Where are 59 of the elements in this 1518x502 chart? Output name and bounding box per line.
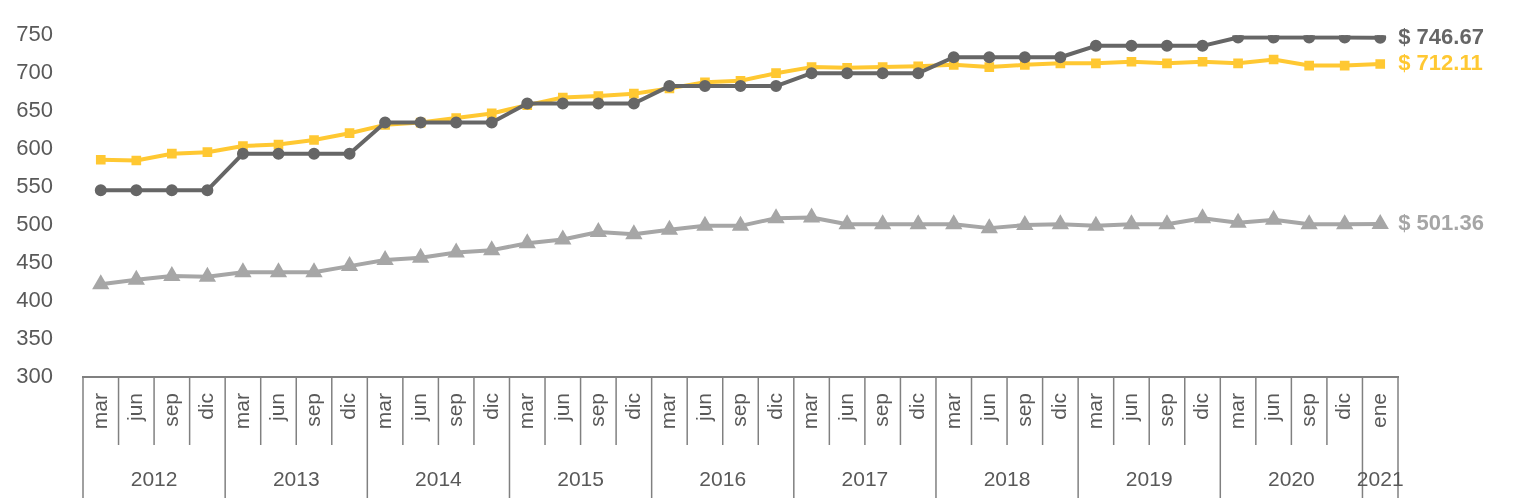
- text: 2012: [130, 466, 178, 490]
- x-tick-label: jun: [265, 393, 289, 423]
- x-tick-label: sep: [869, 393, 893, 427]
- x-tick-label: mar: [656, 393, 680, 430]
- x-tick-label: mar: [87, 393, 111, 430]
- x-tick-label: sep: [300, 393, 324, 427]
- x-tick-label: jun: [1118, 393, 1142, 423]
- x-tick-label: jun: [407, 393, 431, 423]
- text: 2018: [983, 466, 1031, 490]
- x-tick-label: sep: [585, 393, 609, 427]
- x-tick-label: dic: [1189, 393, 1213, 420]
- x-tick-label: mar: [1224, 393, 1248, 430]
- text: 2019: [1125, 466, 1173, 490]
- x-tick-label: dic: [1331, 393, 1355, 420]
- text: 2020: [1268, 466, 1315, 490]
- y-tick-label: 500: [16, 211, 53, 237]
- x-tick-label: jun: [1260, 393, 1284, 423]
- y-tick-label: 400: [16, 287, 53, 313]
- data-label: $ 712.11: [1398, 50, 1483, 76]
- x-tick-label: dic: [620, 393, 644, 420]
- data-label: $ 746.67: [1398, 23, 1484, 49]
- y-tick-label: 550: [16, 173, 53, 199]
- y-tick-label: 350: [16, 325, 53, 351]
- y-tick-label: 450: [16, 249, 53, 275]
- x-tick-label: sep: [158, 393, 182, 427]
- x-tick-label: jun: [833, 393, 857, 423]
- data-label: $ 501.36: [1398, 210, 1484, 236]
- x-tick-label: sep: [1011, 393, 1035, 427]
- x-tick-label: dic: [905, 393, 928, 420]
- x-tick-label: dic: [336, 393, 360, 420]
- x-tick-label: mar: [1082, 393, 1106, 430]
- x-tick-label: sep: [1153, 393, 1177, 427]
- x-tick-label: sep: [442, 393, 466, 427]
- y-tick-label: 700: [16, 59, 53, 85]
- text: 2014: [415, 466, 463, 490]
- y-tick-label: 600: [16, 135, 53, 161]
- x-tick-label: mar: [798, 393, 822, 430]
- x-tick-label: jun: [123, 393, 147, 423]
- x-tick-label: sep: [727, 393, 751, 427]
- x-tick-label: dic: [478, 393, 502, 420]
- x-tick-label: dic: [762, 393, 786, 420]
- x-tick-label: jun: [549, 393, 573, 423]
- text: 2013: [272, 466, 320, 490]
- y-tick-label: 300: [16, 363, 53, 389]
- x-tick-label: mar: [229, 393, 253, 430]
- x-tick-label: sep: [1295, 393, 1319, 427]
- text: 2016: [699, 466, 747, 490]
- text: 2017: [841, 466, 889, 490]
- text: 2015: [557, 466, 604, 490]
- x-tick-label: mar: [514, 393, 538, 430]
- x-tick-label: jun: [691, 393, 715, 423]
- x-tick-label: dic: [1047, 393, 1071, 420]
- x-tick-label: mar: [940, 393, 964, 430]
- y-tick-label: 650: [16, 97, 53, 123]
- x-tick-label: mar: [371, 393, 395, 430]
- x-tick-label: ene: [1367, 393, 1391, 429]
- x-tick-label: dic: [194, 393, 218, 420]
- y-tick-label: 750: [16, 21, 53, 47]
- x-tick-label: jun: [976, 393, 1000, 423]
